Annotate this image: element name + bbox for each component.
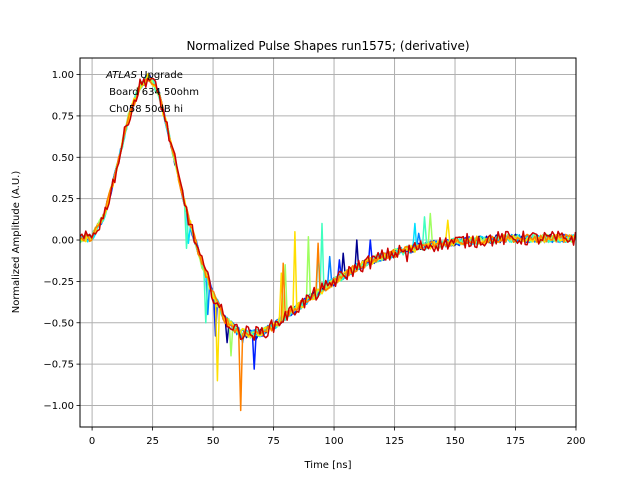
y-tick-label: 1.00	[52, 70, 74, 81]
x-tick-label: 175	[506, 436, 525, 447]
annotation-upgrade: Upgrade	[137, 70, 183, 81]
chart-title: Normalized Pulse Shapes run1575; (deriva…	[186, 39, 469, 53]
y-tick-label: −0.75	[43, 360, 74, 371]
x-tick-label: 75	[267, 436, 280, 447]
annotation-line-1: ATLAS Upgrade	[105, 70, 183, 81]
y-tick-label: −0.50	[43, 318, 74, 329]
y-tick-label: −1.00	[43, 401, 74, 412]
x-tick-label: 25	[146, 436, 159, 447]
y-axis-label: Normalized Amplitude (A.U.)	[11, 171, 22, 314]
annotation-line-3: Ch058 50dB hi	[106, 104, 183, 115]
annotation-atlas: ATLAS	[105, 70, 138, 81]
annotation-box: ATLAS Upgrade Board 634 50ohm Ch058 50dB…	[105, 70, 199, 115]
y-tick-label: 0.25	[52, 194, 74, 205]
plot-frame	[79, 57, 577, 428]
x-tick-label: 100	[325, 436, 344, 447]
y-tick-label: 0.00	[52, 236, 74, 247]
annotation-line-2: Board 634 50ohm	[106, 87, 199, 98]
y-tick-label: −0.25	[43, 277, 74, 288]
series-line-pulse-8	[80, 78, 576, 412]
x-tick-label: 0	[89, 436, 95, 447]
x-tick-label: 150	[445, 436, 464, 447]
x-axis-ticks: 0 25 50 75 100 125 150 175 200	[89, 427, 586, 447]
series-line-pulse-9	[80, 77, 576, 341]
x-tick-label: 200	[566, 436, 585, 447]
x-tick-label: 125	[385, 436, 404, 447]
y-tick-label: 0.50	[52, 153, 74, 164]
y-tick-label: 0.75	[52, 111, 74, 122]
x-tick-label: 50	[207, 436, 220, 447]
x-axis-label: Time [ns]	[303, 460, 351, 471]
series-group	[80, 73, 576, 412]
y-axis-ticks: −1.00 −0.75 −0.50 −0.25 0.00 0.25 0.50 0.75 1.00	[43, 70, 80, 412]
